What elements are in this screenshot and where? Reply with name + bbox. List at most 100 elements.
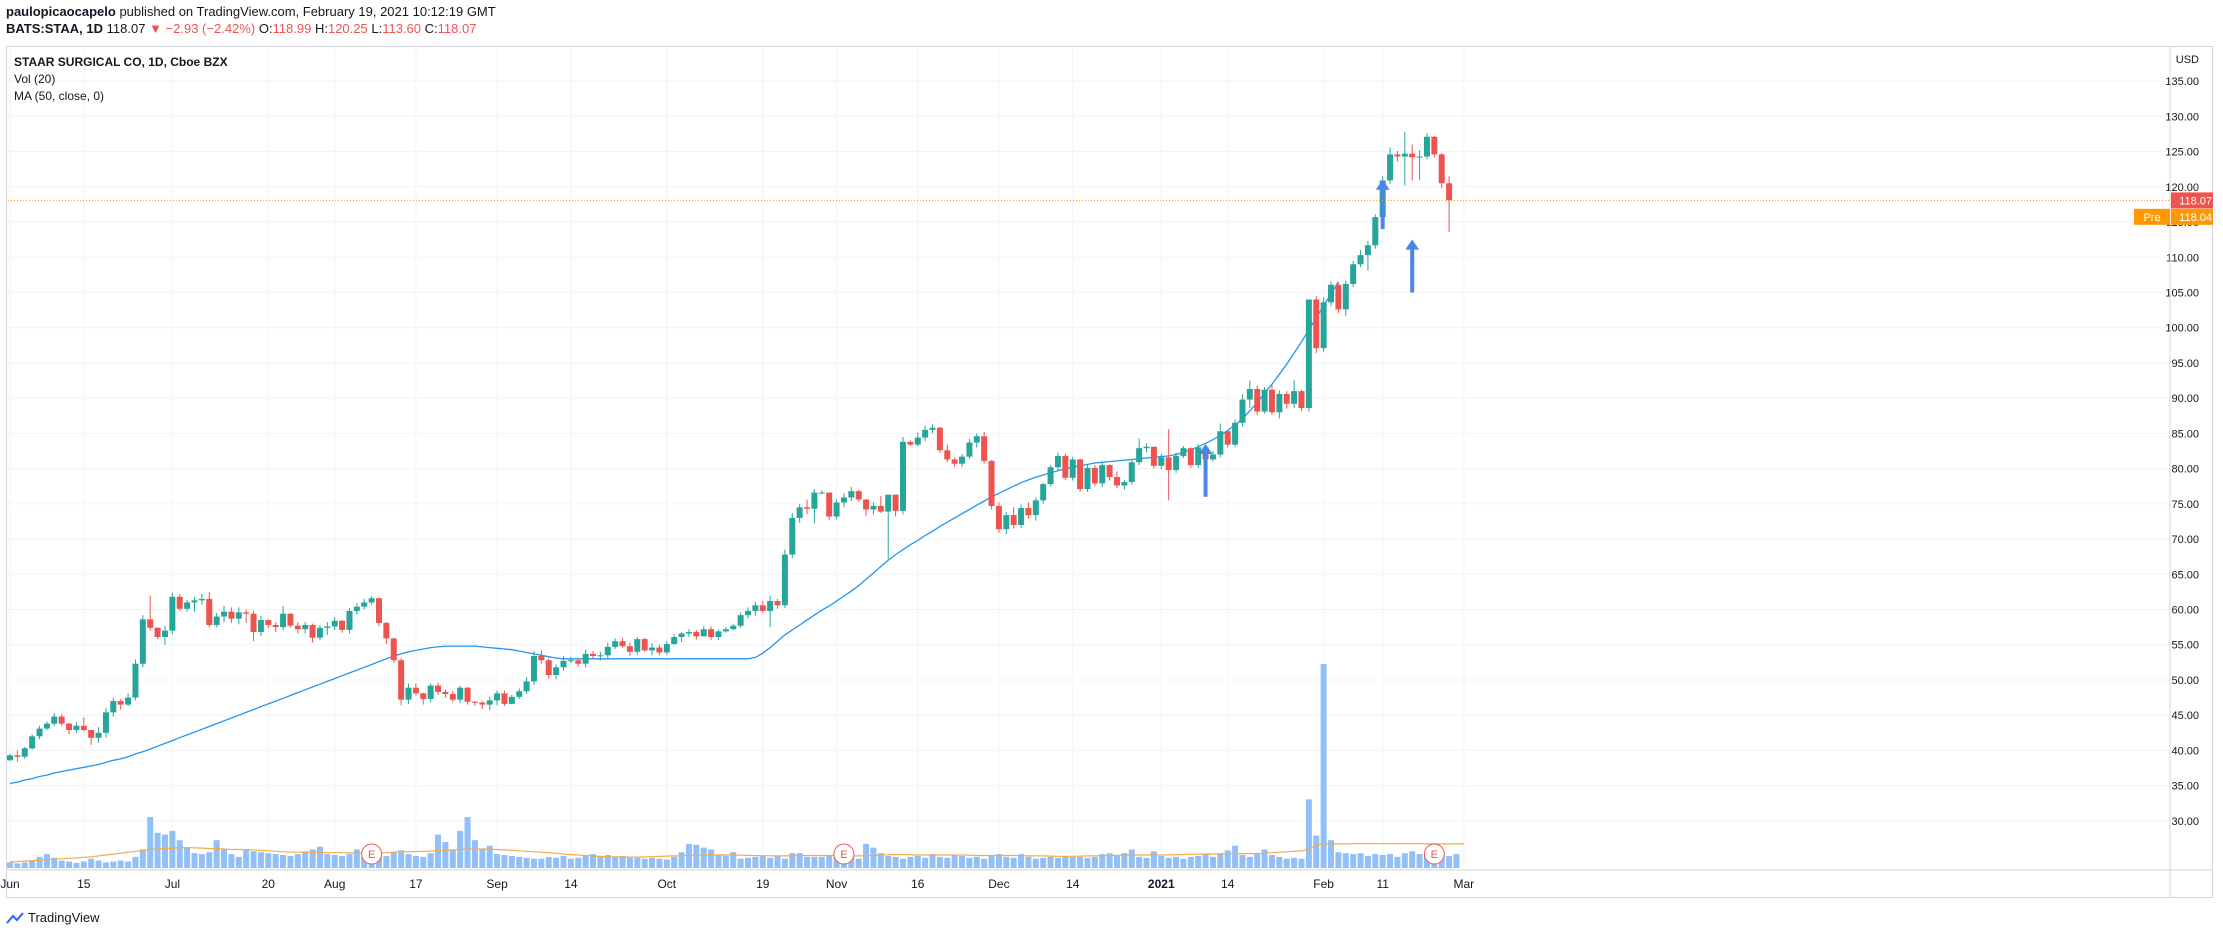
candle-body (257, 620, 264, 633)
candle-body (516, 691, 523, 697)
candle-body (1387, 154, 1394, 181)
candle-body (1350, 264, 1357, 285)
volume-bar (1106, 853, 1113, 868)
grid-lines (8, 48, 2170, 868)
volume-bar (501, 855, 508, 868)
candle-body (1320, 302, 1327, 349)
candle-body (412, 687, 419, 694)
candle-body (641, 639, 648, 651)
candle-body (922, 429, 929, 438)
candle-body (567, 660, 574, 662)
volume-bar (1150, 851, 1157, 868)
volume-bar (1453, 854, 1460, 868)
volume-bar (464, 817, 471, 868)
author-name[interactable]: paulopicaocapelo (6, 4, 116, 19)
candle-body (656, 647, 663, 653)
volume-bar (988, 855, 995, 868)
candle-body (51, 716, 58, 724)
open-value: 118.99 (272, 21, 312, 36)
volume-bar (730, 852, 737, 868)
candle-body (1357, 255, 1364, 265)
candle-body (427, 685, 434, 699)
candle-body (1047, 467, 1054, 485)
legend-title[interactable]: STAAR SURGICAL CO, 1D, Cboe BZX (14, 55, 228, 69)
volume-bar (907, 856, 914, 868)
volume-bar (1069, 856, 1076, 868)
x-tick-label: 16 (911, 877, 925, 891)
blue-arrow-annotation (1405, 239, 1420, 293)
x-tick-label: 14 (1221, 877, 1235, 891)
candle-body (929, 427, 936, 430)
candle-body (1195, 447, 1202, 466)
x-tick-label: Oct (657, 877, 676, 891)
candle-body (29, 736, 36, 749)
volume-bar (671, 856, 678, 868)
y-tick-label: 35.00 (2171, 781, 2199, 793)
candle-body (21, 748, 28, 757)
candle-body (818, 492, 825, 494)
candle-body (376, 598, 382, 623)
candle-body (1069, 459, 1076, 478)
y-tick-label: 100.00 (2165, 323, 2199, 335)
close-value: 118.07 (437, 21, 477, 36)
tradingview-logo[interactable]: TradingView (6, 910, 100, 925)
price-tag-label: 118.04 (2179, 212, 2212, 224)
volume-bar (1283, 858, 1290, 868)
candle-body (575, 660, 582, 664)
high-value: 120.25 (327, 21, 368, 36)
candle-body (479, 702, 486, 705)
volume-bar (752, 856, 759, 868)
volume-bar (442, 842, 449, 868)
legend-volume[interactable]: Vol (20) (14, 72, 56, 86)
y-tick-label: 90.00 (2171, 393, 2199, 405)
candle-body (988, 460, 995, 506)
volume-bar (1239, 855, 1246, 868)
volume-bar (43, 854, 50, 868)
volume-bar (737, 858, 744, 868)
volume-bar (1416, 854, 1423, 868)
volume-bar (80, 861, 87, 868)
candle-body (936, 427, 943, 451)
volume-bar (1335, 852, 1342, 868)
volume-bar (51, 857, 58, 868)
arrow-head (1375, 179, 1390, 190)
volume-bar (1047, 856, 1054, 868)
candle-body (1150, 446, 1157, 466)
volume-bar (1173, 856, 1180, 868)
candle-body (176, 596, 183, 609)
candle-body (848, 491, 855, 498)
volume-bar (818, 856, 825, 868)
candle-body (737, 615, 744, 626)
candle-body (213, 616, 220, 626)
axes: 30.00 35.00 40.00 45.00 50.00 55.00 60.00 65.00… (0, 46, 2213, 897)
candle-body (228, 611, 235, 619)
currency-label: USD (2176, 54, 2199, 66)
candle-body (944, 450, 951, 460)
candle-body (346, 610, 353, 630)
publish-header: paulopicaocapelo published on TradingVie… (6, 4, 496, 19)
volume-bar (1320, 664, 1327, 868)
earnings-circle (1423, 843, 1445, 865)
volume-bar (154, 832, 161, 868)
volume-bar (176, 840, 183, 868)
volume-bar (206, 852, 213, 868)
candle-body (125, 697, 132, 705)
candle-body (693, 632, 700, 637)
high-label: H: (314, 21, 328, 36)
volume-bar (161, 834, 168, 868)
volume-bar (781, 858, 788, 868)
candle-body (368, 598, 375, 603)
volume-bar (612, 856, 619, 868)
volume-bar (346, 854, 353, 868)
volume-bar (309, 849, 316, 868)
legend-ma[interactable]: MA (50, close, 0) (14, 89, 105, 103)
volume-bar (169, 830, 176, 868)
volume-bar (420, 856, 427, 868)
volume-bar (885, 855, 892, 868)
volume-bar (1387, 854, 1394, 868)
volume-bar (855, 858, 862, 868)
candle-body (250, 613, 257, 633)
candle-body (671, 636, 678, 645)
candle-body (206, 598, 213, 626)
